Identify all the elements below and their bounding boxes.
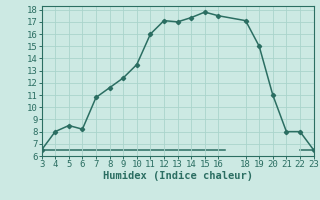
X-axis label: Humidex (Indice chaleur): Humidex (Indice chaleur) — [103, 171, 252, 181]
